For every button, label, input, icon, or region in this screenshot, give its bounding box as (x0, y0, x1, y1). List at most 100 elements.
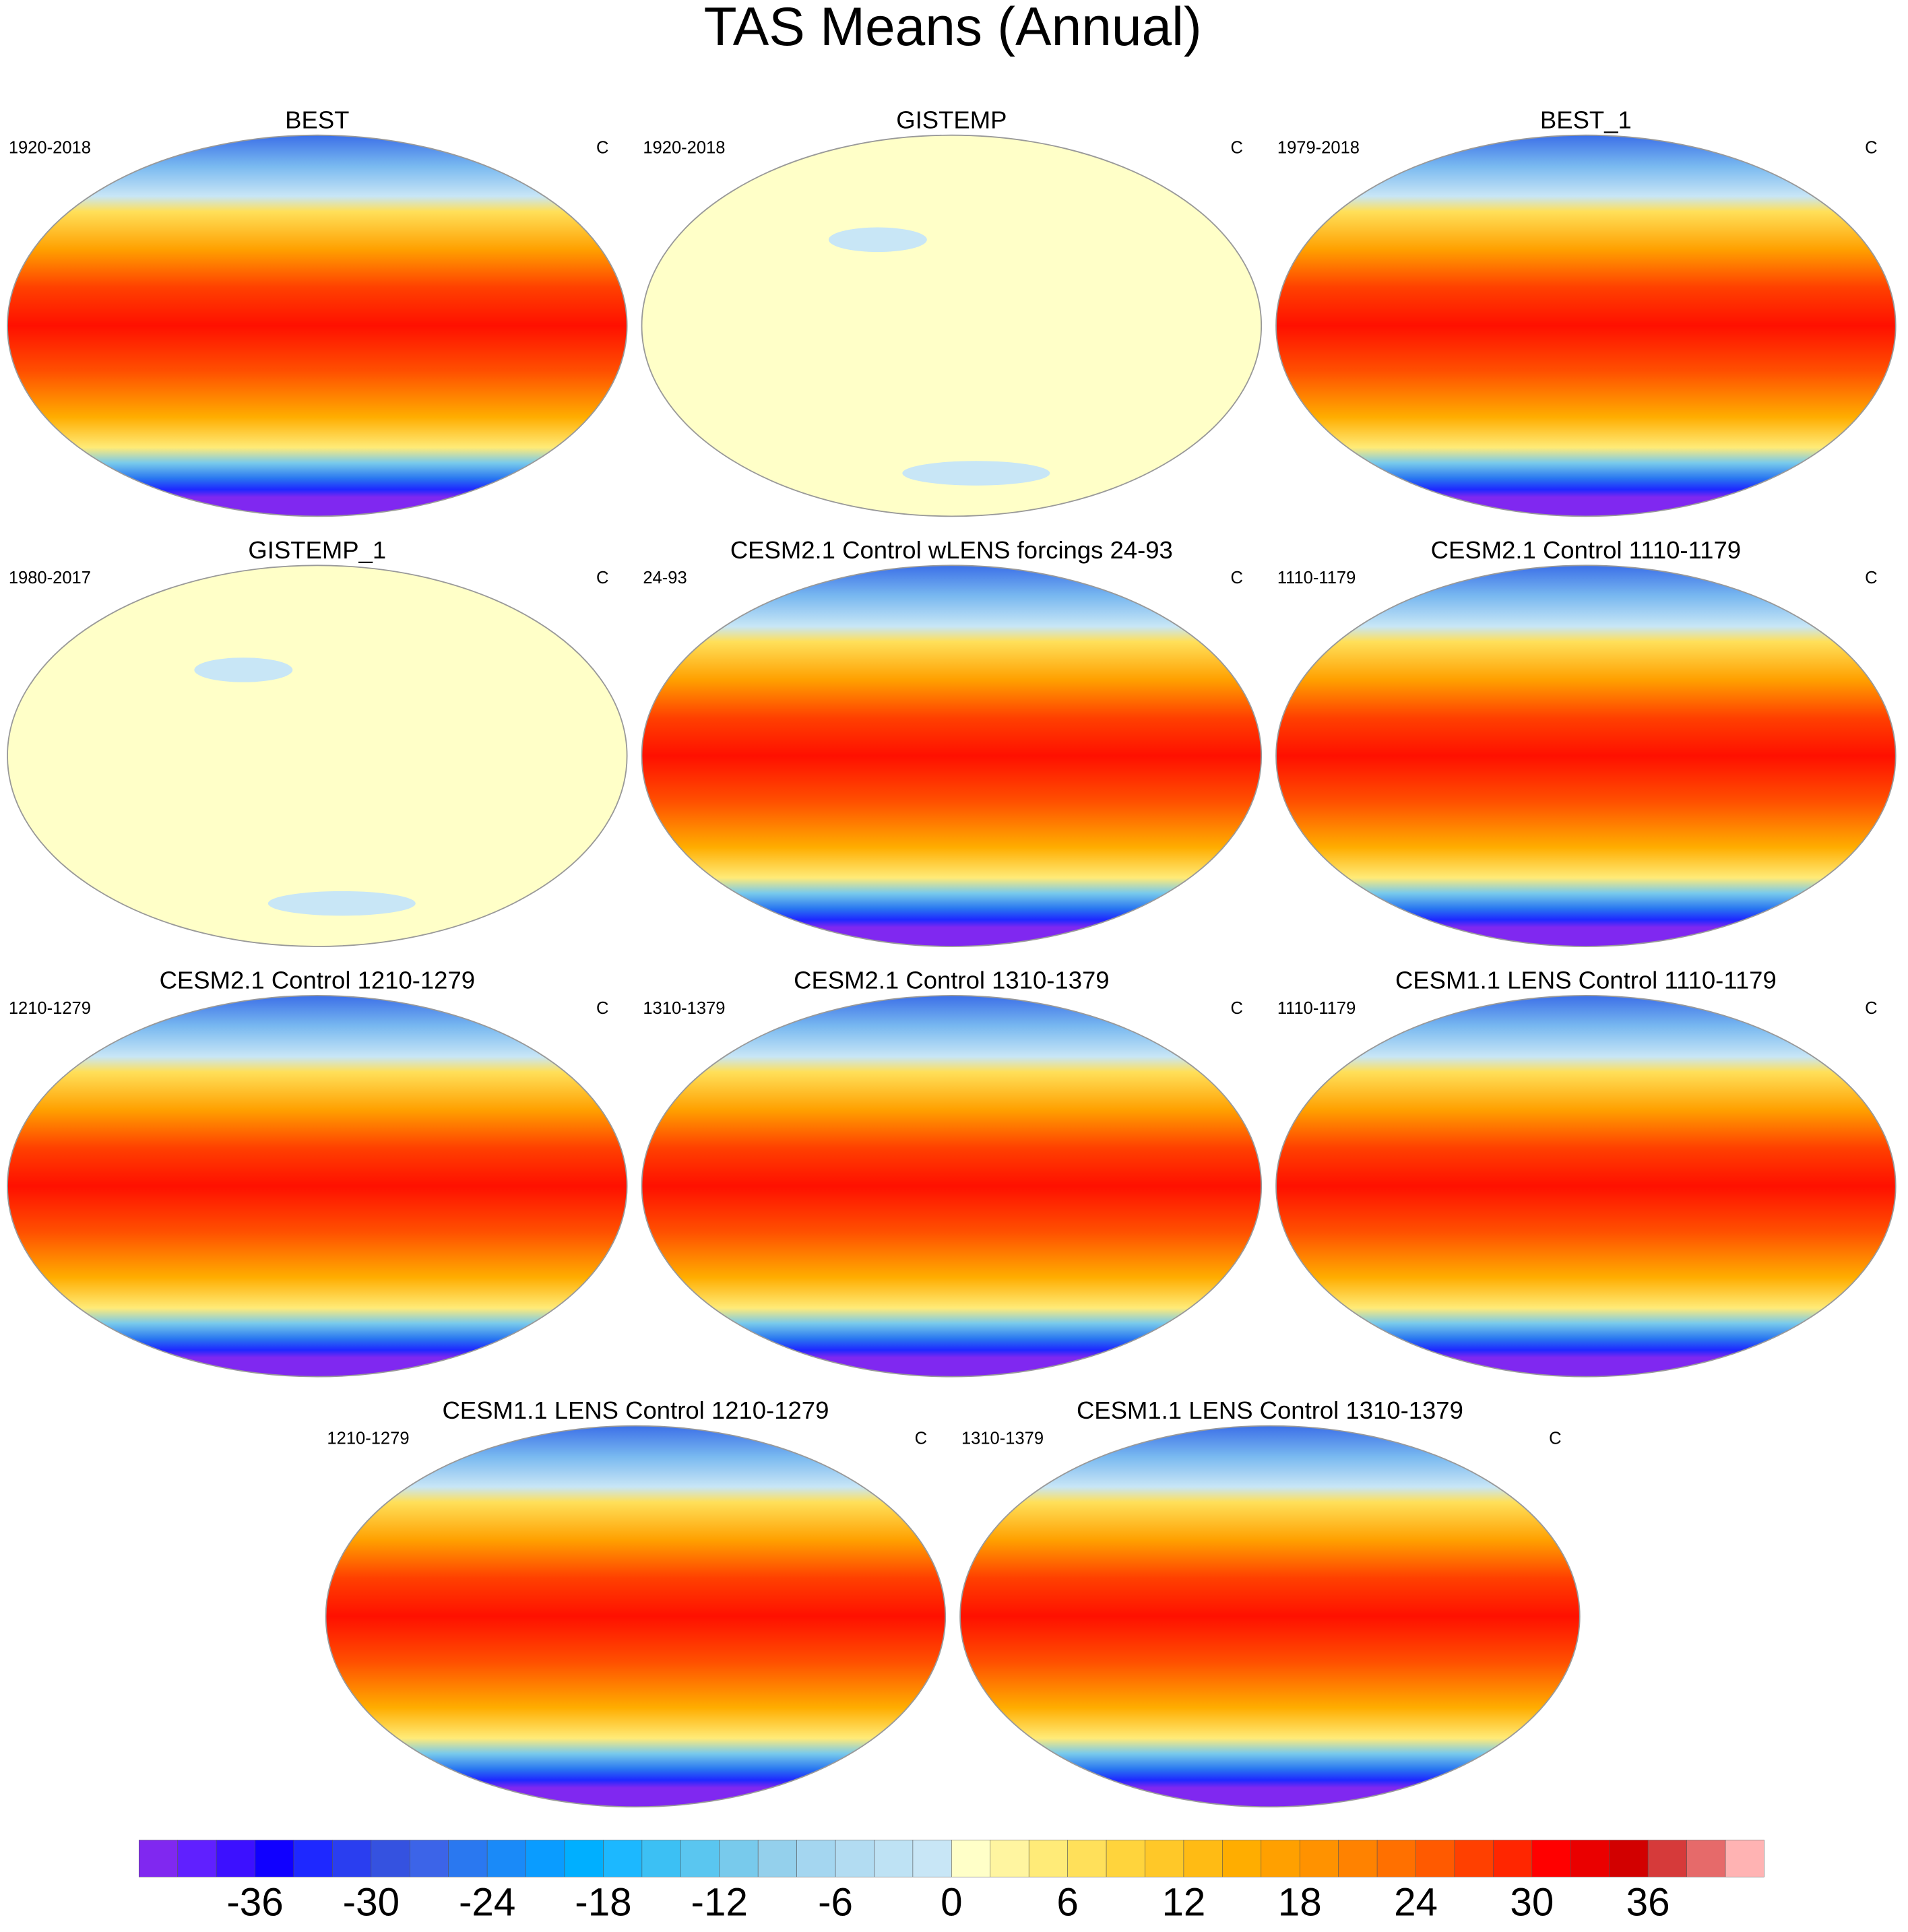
panel-title: CESM2.1 Control 1310-1379 (794, 967, 1110, 994)
map-panel: CESM1.1 LENS Control 1110-1179 1110-1179 C (1275, 967, 1897, 1378)
map-panel: BEST_1 1979-2018 C (1275, 106, 1897, 517)
colorbar-box (719, 1840, 759, 1877)
colorbar-box (603, 1840, 643, 1877)
colorbar-box (486, 1840, 526, 1877)
colorbar-tick-label: 36 (1626, 1881, 1670, 1925)
panel-title: CESM2.1 Control wLENS forcings 24-93 (730, 536, 1173, 564)
map (1275, 995, 1897, 1378)
colorbar-box (1647, 1840, 1687, 1877)
colorbar-tick-label: -6 (818, 1881, 853, 1925)
panel-period: 1920-2018 (643, 139, 725, 158)
colorbar-box (293, 1840, 333, 1877)
colorbar-box (332, 1840, 372, 1877)
colorbar-tick-label: 18 (1278, 1881, 1322, 1925)
colorbar-tick-label: -18 (575, 1881, 631, 1925)
panel-units: C (1865, 139, 1877, 158)
panel-units: C (1865, 569, 1877, 587)
colorbar-box (1261, 1840, 1300, 1877)
colorbar-box (177, 1840, 217, 1877)
map-panel: GISTEMP 1920-2018 C (641, 106, 1263, 517)
colorbar-box (990, 1840, 1029, 1877)
colorbar-box (680, 1840, 720, 1877)
figure-title: TAS Means (Annual) (704, 0, 1202, 57)
map (1275, 134, 1897, 517)
map-panel: GISTEMP_1 1980-2017 C (7, 536, 628, 947)
colorbar-tick-label: -24 (459, 1881, 515, 1925)
colorbar-box (448, 1840, 488, 1877)
colorbar-box (526, 1840, 565, 1877)
panel-period: 1920-2018 (9, 139, 91, 158)
map (641, 134, 1263, 517)
colorbar-box (1299, 1840, 1339, 1877)
map (7, 134, 628, 517)
colorbar-tick-label: -30 (343, 1881, 400, 1925)
colorbar-box (138, 1840, 178, 1877)
map-patch (902, 461, 1050, 486)
colorbar-box (796, 1840, 836, 1877)
colorbar-box (951, 1840, 991, 1877)
panel-period: 1210-1279 (327, 1429, 409, 1448)
map-panel: CESM2.1 Control 1310-1379 1310-1379 C (641, 967, 1263, 1378)
colorbar-tick-label: 30 (1510, 1881, 1554, 1925)
map-panel: CESM2.1 Control 1110-1179 1110-1179 C (1275, 536, 1897, 947)
colorbar-box (564, 1840, 604, 1877)
colorbar-box (912, 1840, 952, 1877)
panel-title: CESM1.1 LENS Control 1110-1179 (1395, 967, 1777, 994)
colorbar-box (835, 1840, 874, 1877)
panel-title: BEST_1 (1540, 106, 1632, 133)
map-panel: CESM1.1 LENS Control 1310-1379 1310-1379 C (959, 1396, 1581, 1808)
panel-period: 1110-1179 (1277, 999, 1356, 1018)
panel-units: C (1231, 999, 1243, 1018)
panel-title: CESM1.1 LENS Control 1310-1379 (1077, 1396, 1463, 1424)
map-patch (267, 891, 416, 916)
colorbar-box (410, 1840, 449, 1877)
map (641, 995, 1263, 1378)
panel-units: C (596, 999, 608, 1018)
colorbar-tick-label: 6 (1056, 1881, 1078, 1925)
colorbar-box (255, 1840, 294, 1877)
map (325, 1425, 947, 1808)
colorbar-box (1531, 1840, 1571, 1877)
colorbar-box (1493, 1840, 1533, 1877)
colorbar-box (1609, 1840, 1649, 1877)
colorbar-box (371, 1840, 410, 1877)
panel-period: 24-93 (643, 569, 687, 587)
colorbar-box (1106, 1840, 1145, 1877)
panel-units: C (1231, 139, 1243, 158)
map-patch (828, 227, 927, 253)
panel-period: 1310-1379 (643, 999, 725, 1018)
colorbar-box (1067, 1840, 1107, 1877)
panel-units: C (915, 1429, 927, 1448)
panel-title: CESM2.1 Control 1110-1179 (1431, 536, 1741, 564)
map-panel: CESM2.1 Control wLENS forcings 24-93 24-9… (641, 536, 1263, 947)
panel-units: C (1549, 1429, 1561, 1448)
colorbar-tick-label: 24 (1394, 1881, 1438, 1925)
colorbar-box (757, 1840, 797, 1877)
panel-title: GISTEMP (896, 106, 1007, 133)
map-panel: CESM1.1 LENS Control 1210-1279 1210-1279 C (325, 1396, 947, 1808)
colorbar-box (1725, 1840, 1764, 1877)
panel-period: 1210-1279 (9, 999, 91, 1018)
panel-title: BEST (285, 106, 349, 133)
map (641, 565, 1263, 947)
panel-units: C (1231, 569, 1243, 587)
colorbar: -36 -30 -24 -18 -12 -6 0 6 12 18 24 30 36 (138, 1840, 1764, 1925)
map (7, 565, 628, 947)
panel-period: 1980-2017 (9, 569, 91, 587)
colorbar-box (1028, 1840, 1068, 1877)
colorbar-box (1416, 1840, 1455, 1877)
panel-title: GISTEMP_1 (248, 536, 386, 564)
panel-period: 1110-1179 (1277, 569, 1356, 587)
panel-period: 1310-1379 (961, 1429, 1044, 1448)
map (7, 995, 628, 1378)
panel-units: C (596, 569, 608, 587)
map-patch (194, 657, 293, 682)
colorbar-tick-label: -12 (691, 1881, 748, 1925)
colorbar-box (1686, 1840, 1726, 1877)
panel-units: C (1865, 999, 1877, 1018)
panel-title: CESM2.1 Control 1210-1279 (160, 967, 476, 994)
colorbar-tick-label: -36 (226, 1881, 283, 1925)
colorbar-box (1454, 1840, 1494, 1877)
